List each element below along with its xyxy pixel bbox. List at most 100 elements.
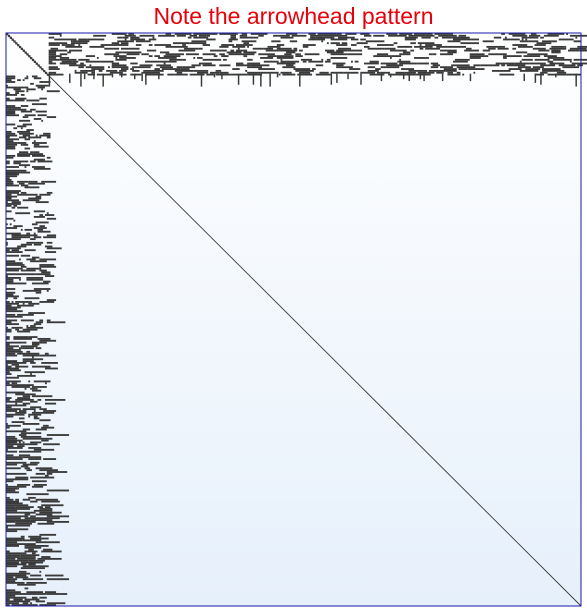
arrow-left-mark: [6, 439, 23, 442]
arrow-left-mark: [6, 313, 16, 316]
arrow-top-mark: [247, 73, 262, 76]
arrow-top-mark: [132, 69, 140, 72]
arrow-left-mark: [20, 435, 42, 438]
arrow-top-mark: [70, 42, 88, 45]
arrow-left-mark: [24, 297, 40, 300]
arrow-left-mark: [6, 110, 16, 113]
arrow-top-mark: [356, 49, 363, 52]
arrow-top-mark: [117, 36, 123, 39]
arrow-left-mark: [6, 454, 14, 457]
arrow-left-mark: [35, 273, 51, 276]
arrow-left-mark: [33, 288, 51, 290]
arrow-left-mark: [6, 382, 10, 385]
arrow-top-mark: [425, 47, 441, 50]
arrow-left-mark: [6, 247, 21, 250]
arrow-left-mark: [22, 193, 38, 196]
arrow-left-mark: [6, 345, 19, 348]
arrow-left-mark: [20, 105, 29, 107]
arrow-left-mark: [18, 278, 21, 281]
arrow-left-mark: [39, 265, 57, 268]
arrow-top-mark: [547, 57, 565, 59]
arrow-top-mark: [389, 49, 407, 52]
arrow-top-mark: [579, 58, 587, 61]
arrow-left-mark: [30, 519, 53, 521]
arrow-left-mark: [18, 570, 27, 573]
arrow-left-mark: [41, 271, 51, 274]
arrow-left-mark: [6, 480, 14, 483]
arrow-left-mark: [6, 426, 10, 429]
arrow-top-mark: [139, 64, 153, 67]
arrow-top-mark: [250, 64, 270, 67]
arrow-top-mark: [302, 45, 309, 48]
arrow-left-mark: [24, 443, 38, 446]
arrow-left-mark: [30, 574, 42, 577]
arrow-top-mark: [512, 34, 528, 37]
arrow-top-mark: [432, 53, 437, 56]
arrow-top-mark: [106, 69, 118, 72]
arrow-top-mark: [575, 36, 578, 39]
arrow-top-mark: [300, 69, 314, 72]
arrow-top-mark: [182, 58, 186, 61]
arrow-top-mark: [421, 47, 424, 50]
arrow-top-mark: [78, 44, 81, 46]
arrow-left-mark: [7, 254, 19, 257]
arrow-left-mark: [46, 434, 70, 436]
arrow-left-mark: [6, 251, 23, 253]
arrow-top-mark: [165, 53, 185, 56]
arrow-left-mark: [11, 184, 19, 187]
arrow-left-mark: [20, 143, 23, 146]
arrow-top-mark: [295, 53, 300, 56]
arrow-top-mark: [499, 73, 515, 76]
arrow-top-mark: [74, 69, 77, 72]
arrow-top-mark: [59, 62, 77, 65]
arrow-left-mark: [35, 472, 45, 475]
arrow-top-mark: [122, 51, 142, 54]
arrow-left-mark: [6, 86, 18, 89]
arrow-top-mark: [85, 60, 101, 63]
arrow-left-mark: [33, 158, 44, 161]
arrow-top-mark: [299, 49, 303, 52]
arrow-top-mark: [165, 33, 172, 35]
arrow-top-mark: [54, 38, 70, 41]
arrow-left-mark: [6, 210, 12, 213]
arrow-left-mark: [26, 236, 31, 239]
arrow-left-mark: [31, 282, 49, 285]
arrow-top-mark: [130, 38, 146, 41]
arrow-top-mark: [89, 45, 105, 48]
arrow-left-mark: [41, 500, 60, 503]
arrow-left-mark: [13, 337, 32, 340]
arrow-left-mark: [11, 386, 31, 388]
arrow-top-mark: [72, 40, 90, 43]
arrow-top-mark: [367, 47, 385, 50]
arrow-left-mark: [31, 552, 36, 555]
arrow-top-mark: [482, 49, 491, 52]
arrow-top-mark: [89, 64, 92, 67]
arrow-top-mark: [91, 71, 96, 74]
arrow-left-mark: [22, 302, 25, 305]
arrow-left-mark: [6, 441, 18, 444]
arrow-left-mark: [41, 426, 55, 429]
arrow-left-mark: [15, 97, 27, 100]
arrow-left-mark: [35, 167, 51, 170]
arrow-top-mark: [436, 45, 448, 48]
arrow-top-mark: [278, 73, 281, 76]
arrow-left-mark: [6, 330, 12, 333]
arrow-top-mark: [330, 71, 344, 74]
arrow-top-mark: [263, 60, 279, 63]
arrow-left-mark: [24, 545, 49, 547]
arrow-top-tick: [83, 73, 86, 80]
arrow-left-mark: [28, 197, 38, 200]
arrow-left-mark: [6, 195, 18, 198]
arrow-top-mark: [393, 42, 398, 45]
arrow-top-mark: [562, 66, 580, 69]
arrow-top-mark: [210, 49, 227, 52]
arrow-top-mark: [293, 68, 311, 70]
arrow-left-mark: [43, 548, 53, 551]
arrow-top-mark: [428, 53, 433, 56]
arrow-left-mark: [24, 598, 40, 601]
arrow-left-mark: [17, 79, 21, 82]
arrow-left-mark: [26, 350, 31, 353]
arrow-left-mark: [28, 302, 40, 305]
arrow-left-mark: [17, 374, 36, 377]
arrow-top-mark: [126, 53, 140, 56]
